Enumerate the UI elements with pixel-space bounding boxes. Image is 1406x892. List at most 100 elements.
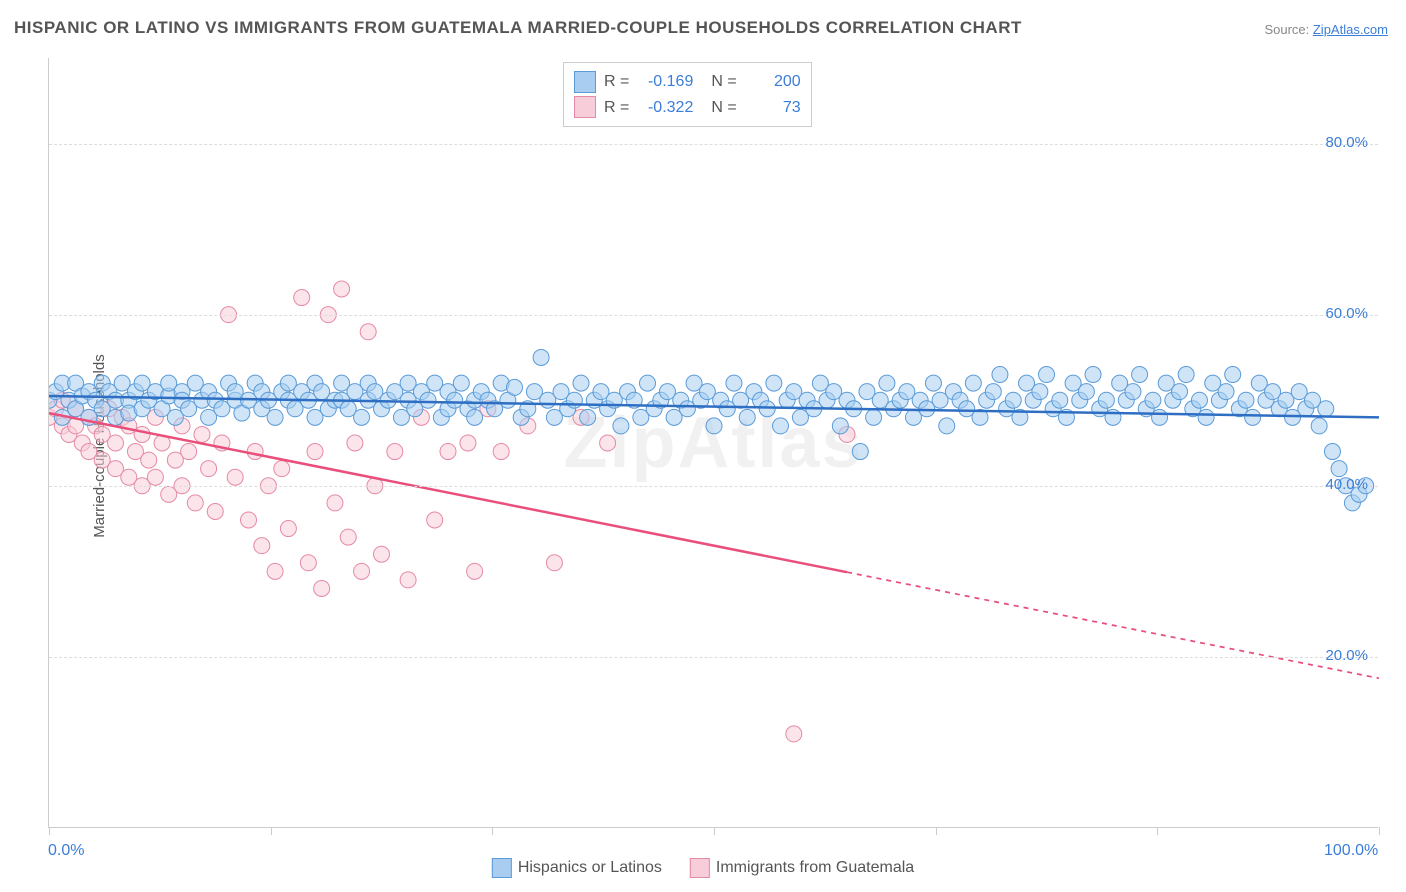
scatter-point	[307, 444, 323, 460]
scatter-point	[1311, 418, 1327, 434]
scatter-point	[1125, 384, 1141, 400]
scatter-point	[347, 435, 363, 451]
xtick	[1157, 827, 1158, 835]
scatter-point	[400, 572, 416, 588]
scatter-point	[453, 375, 469, 391]
scatter-point	[1178, 367, 1194, 383]
legend-label-series2: Immigrants from Guatemala	[716, 859, 914, 876]
stats-n-label-2: N =	[711, 95, 736, 121]
scatter-point	[314, 580, 330, 596]
scatter-point	[992, 367, 1008, 383]
scatter-point	[1245, 409, 1261, 425]
scatter-point	[1005, 392, 1021, 408]
scatter-point	[1238, 392, 1254, 408]
scatter-point	[1198, 409, 1214, 425]
stats-r-label-2: R =	[604, 95, 629, 121]
legend-swatch-series1	[492, 858, 512, 878]
scatter-point	[1032, 384, 1048, 400]
plot-svg	[49, 58, 1379, 828]
scatter-point	[1331, 461, 1347, 477]
scatter-point	[866, 409, 882, 425]
stats-swatch-series2	[574, 96, 596, 118]
scatter-point	[147, 469, 163, 485]
scatter-point	[374, 546, 390, 562]
scatter-point	[600, 435, 616, 451]
scatter-point	[766, 375, 782, 391]
scatter-point	[207, 503, 223, 519]
chart-title: HISPANIC OR LATINO VS IMMIGRANTS FROM GU…	[14, 18, 1022, 38]
scatter-point	[300, 555, 316, 571]
xtick	[714, 827, 715, 835]
scatter-point	[194, 426, 210, 442]
source-label: Source:	[1264, 22, 1312, 37]
xtick	[492, 827, 493, 835]
ytick-label: 40.0%	[1325, 476, 1368, 493]
scatter-point	[241, 512, 257, 528]
scatter-point	[187, 495, 203, 511]
scatter-point	[420, 392, 436, 408]
scatter-point	[965, 375, 981, 391]
scatter-point	[141, 452, 157, 468]
gridline-h	[49, 657, 1378, 658]
scatter-point	[546, 555, 562, 571]
stats-n-label-1: N =	[711, 69, 736, 95]
scatter-point	[340, 529, 356, 545]
plot-area: ZipAtlas 20.0%40.0%60.0%80.0%	[48, 58, 1378, 828]
stats-row-series2: R = -0.322 N = 73	[574, 95, 801, 121]
scatter-point	[181, 444, 197, 460]
gridline-h	[49, 315, 1378, 316]
scatter-point	[879, 375, 895, 391]
scatter-point	[387, 444, 403, 460]
xtick	[49, 827, 50, 835]
ytick-label: 60.0%	[1325, 305, 1368, 322]
scatter-point	[354, 563, 370, 579]
scatter-point	[227, 469, 243, 485]
scatter-point	[939, 418, 955, 434]
scatter-point	[360, 324, 376, 340]
scatter-point	[327, 495, 343, 511]
scatter-point	[108, 435, 124, 451]
scatter-point	[467, 409, 483, 425]
scatter-point	[739, 409, 755, 425]
scatter-point	[1191, 392, 1207, 408]
scatter-point	[460, 435, 476, 451]
legend-swatch-series2	[690, 858, 710, 878]
scatter-point	[507, 379, 523, 395]
source-credit: Source: ZipAtlas.com	[1264, 22, 1388, 37]
trend-line-dashed	[847, 572, 1379, 678]
scatter-point	[613, 418, 629, 434]
stats-swatch-series1	[574, 71, 596, 93]
scatter-point	[1318, 401, 1334, 417]
scatter-point	[852, 444, 868, 460]
scatter-point	[280, 521, 296, 537]
scatter-point	[247, 444, 263, 460]
scatter-point	[533, 349, 549, 365]
scatter-point	[985, 384, 1001, 400]
xtick	[271, 827, 272, 835]
legend-bottom: Hispanics or Latinos Immigrants from Gua…	[492, 858, 914, 878]
scatter-point	[1039, 367, 1055, 383]
legend-label-series1: Hispanics or Latinos	[518, 859, 662, 876]
scatter-point	[427, 512, 443, 528]
ytick-label: 80.0%	[1325, 134, 1368, 151]
scatter-point	[294, 290, 310, 306]
scatter-point	[254, 538, 270, 554]
scatter-point	[354, 409, 370, 425]
scatter-point	[925, 375, 941, 391]
scatter-point	[440, 444, 456, 460]
scatter-point	[201, 461, 217, 477]
scatter-point	[1052, 392, 1068, 408]
stats-r-value-2: -0.322	[637, 95, 693, 121]
scatter-point	[580, 409, 596, 425]
stats-n-value-2: 73	[745, 95, 801, 121]
scatter-point	[467, 563, 483, 579]
scatter-point	[1145, 392, 1161, 408]
scatter-point	[1132, 367, 1148, 383]
stats-n-value-1: 200	[745, 69, 801, 95]
scatter-point	[1098, 392, 1114, 408]
scatter-point	[1172, 384, 1188, 400]
scatter-point	[786, 726, 802, 742]
source-link[interactable]: ZipAtlas.com	[1313, 22, 1388, 37]
xtick	[1379, 827, 1380, 835]
stats-row-series1: R = -0.169 N = 200	[574, 69, 801, 95]
